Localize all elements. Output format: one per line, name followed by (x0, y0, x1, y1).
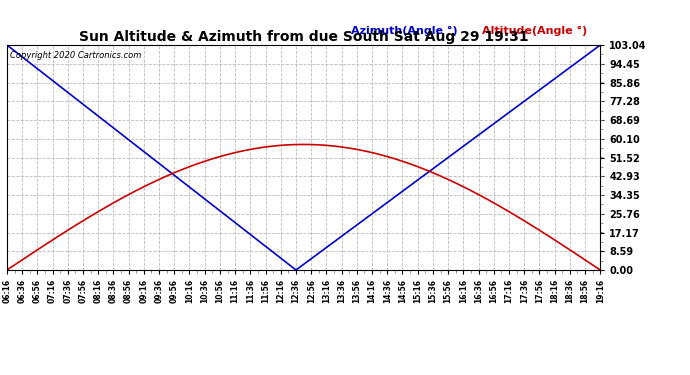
Text: Altitude(Angle °): Altitude(Angle °) (482, 26, 587, 36)
Title: Sun Altitude & Azimuth from due South Sat Aug 29 19:31: Sun Altitude & Azimuth from due South Sa… (79, 30, 529, 44)
Text: Copyright 2020 Cartronics.com: Copyright 2020 Cartronics.com (10, 51, 141, 60)
Text: Azimuth(Angle °): Azimuth(Angle °) (351, 26, 457, 36)
